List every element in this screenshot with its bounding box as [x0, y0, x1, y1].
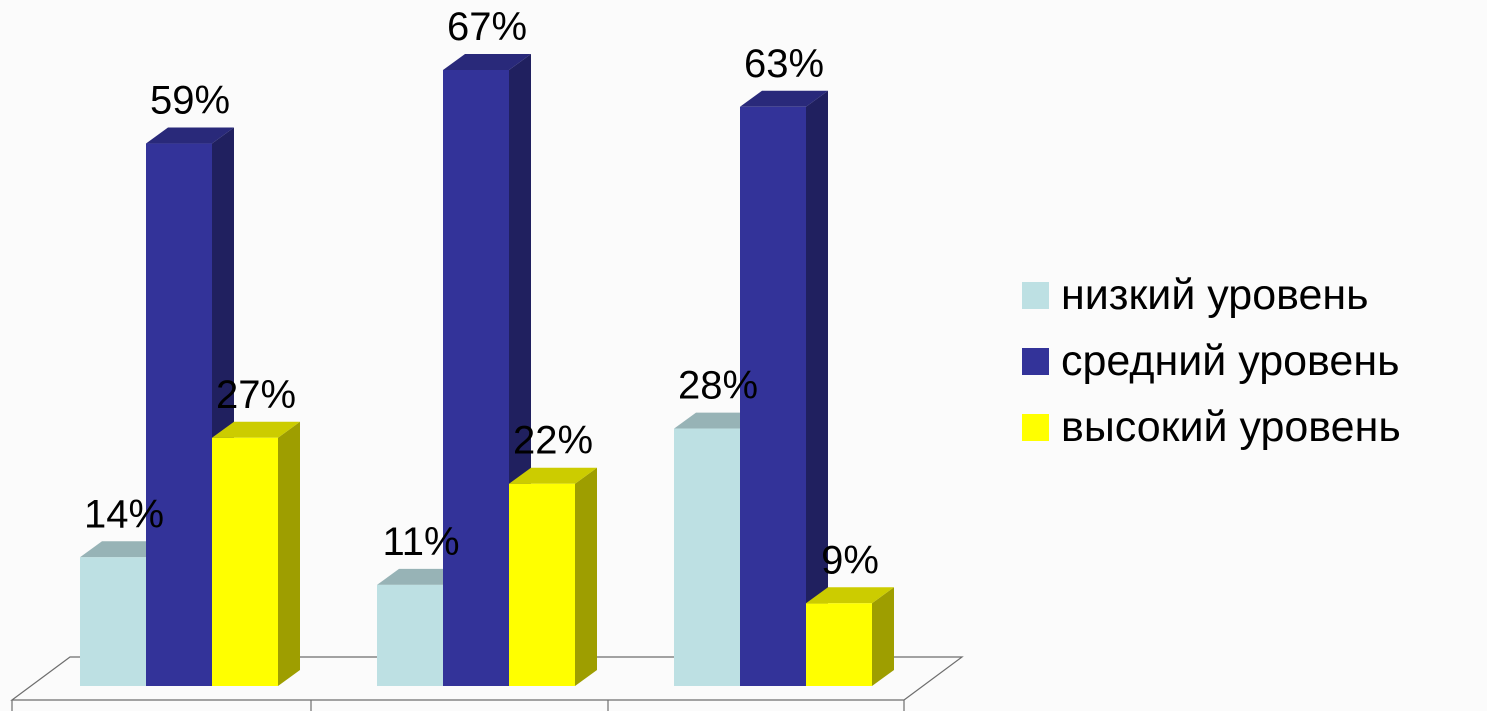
bar-top-face [146, 127, 234, 144]
data-label: 63% [744, 42, 824, 86]
data-label: 11% [382, 520, 459, 564]
bar-2-group-2 [443, 54, 531, 686]
legend-label: высокий уровень [1061, 402, 1401, 451]
data-label: 28% [678, 364, 758, 408]
legend-swatch [1022, 281, 1049, 309]
data-label: 22% [513, 419, 593, 463]
bar-front-face [80, 557, 146, 686]
bar-front-face [377, 584, 443, 686]
legend-item: высокий уровень [1022, 394, 1482, 460]
bar-front-face [146, 143, 212, 686]
bar-front-face [674, 428, 740, 686]
legend-swatch [1022, 413, 1049, 441]
bar-side-face [872, 587, 894, 686]
bar-front-face [509, 483, 575, 686]
bar-side-face [575, 467, 597, 686]
legend-item: средний уровень [1022, 328, 1482, 394]
bar-front-face [806, 603, 872, 686]
bar-top-face [740, 90, 828, 107]
bar-side-face [806, 90, 828, 686]
data-label: 67% [447, 5, 527, 49]
bar-top-face [212, 421, 300, 438]
floor-plane [10, 656, 964, 701]
chart-floor [10, 656, 964, 711]
data-label: 9% [821, 538, 879, 582]
bar-3-group-2 [509, 467, 597, 686]
bar-2-group-3 [740, 90, 828, 686]
bar-front-face [443, 70, 509, 686]
data-labels-group: 14% 59% 27% 11% 67% 22% 28% 63% 9% [84, 5, 879, 582]
legend-item: низкий уровень [1022, 262, 1482, 328]
bar-side-face [278, 421, 300, 686]
bar-3-group-3 [806, 587, 894, 686]
bar-front-face [212, 437, 278, 686]
bar-3-group-1 [212, 421, 300, 686]
legend-swatch [1022, 347, 1049, 375]
legend: низкий уровень средний уровень высокий уро… [1022, 262, 1482, 460]
data-label: 27% [216, 373, 296, 417]
legend-label: низкий уровень [1061, 270, 1369, 319]
bar-top-face [443, 54, 531, 70]
bar-top-face [806, 587, 894, 604]
legend-label: средний уровень [1061, 336, 1400, 385]
data-label: 59% [150, 79, 230, 123]
data-label: 14% [84, 492, 164, 536]
bars-group [80, 54, 894, 686]
bar-front-face [740, 106, 806, 686]
bar-top-face [509, 467, 597, 484]
